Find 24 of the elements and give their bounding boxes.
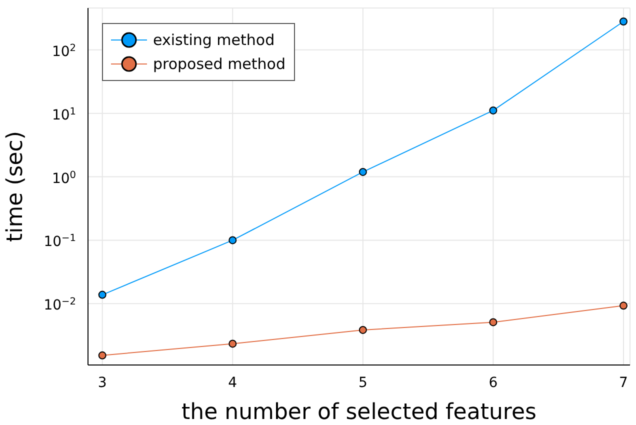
- point: [619, 18, 628, 26]
- x-tick-label: 4: [228, 375, 238, 391]
- point: [619, 302, 628, 310]
- point: [228, 236, 237, 244]
- y-axis-title: time (sec): [2, 131, 28, 242]
- point: [358, 168, 367, 176]
- y-tick-label: 10$^{1}$: [52, 106, 76, 124]
- x-tick-label: 6: [488, 375, 498, 391]
- y-tick-label: 10$^{2}$: [52, 42, 76, 60]
- point: [489, 318, 498, 326]
- y-tick-label: 10$^{−1}$: [44, 232, 76, 250]
- x-tick-label: 7: [619, 375, 628, 391]
- point: [98, 290, 106, 299]
- point: [489, 106, 498, 114]
- x-tick-label: 3: [98, 375, 107, 391]
- point: [98, 351, 106, 360]
- y-tick-label: 10$^{−2}$: [44, 296, 76, 314]
- legend-label: existing method: [153, 31, 275, 49]
- point: [228, 340, 237, 348]
- x-axis-title: the number of selected features: [182, 400, 536, 425]
- y-tick-label: 10$^{0}$: [52, 169, 76, 187]
- legend-label: proposed method: [153, 55, 286, 73]
- point: [358, 326, 367, 334]
- x-tick-label: 5: [358, 375, 368, 391]
